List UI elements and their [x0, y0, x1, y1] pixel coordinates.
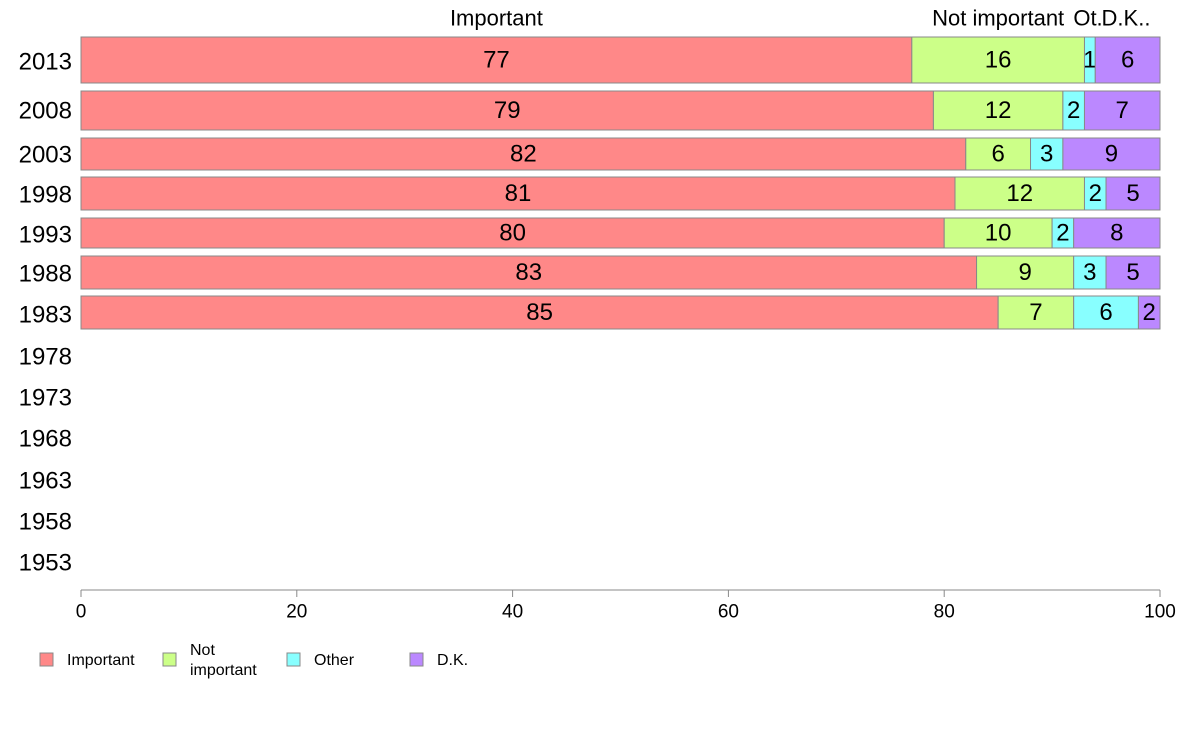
bar-segment	[80, 176, 956, 211]
legend-swatch	[286, 652, 301, 667]
data-label: 2	[1143, 299, 1156, 326]
data-label: 2	[1056, 220, 1069, 247]
bar-segment	[80, 36, 913, 84]
data-label: 9	[1018, 259, 1031, 286]
data-label: 12	[1006, 180, 1033, 207]
category-label: 1998	[19, 182, 72, 209]
column-header: Not important	[932, 6, 1064, 31]
bar-segment	[911, 36, 1085, 84]
bar-segment	[1105, 255, 1161, 290]
data-label: 5	[1126, 180, 1139, 207]
legend: Important Not important Other D.K.	[39, 642, 468, 679]
bar-segment	[80, 295, 999, 330]
x-tick-label: 80	[934, 602, 955, 623]
bar-segment	[976, 255, 1075, 290]
category-label: 1958	[19, 509, 72, 536]
data-label: 9	[1105, 141, 1118, 168]
x-tick-label: 60	[718, 602, 739, 623]
bars: 77 16 1 679 12 2 782 6 3 981 12 2 580 10 2 883 9 3 585 7 6 2	[80, 36, 1161, 330]
legend-label: Important	[67, 652, 135, 669]
column-header: Important	[450, 6, 543, 31]
column-headers: Important Not important Ot.D.K..	[450, 6, 1151, 31]
bar-segment	[954, 176, 1085, 211]
bar-segment	[1073, 255, 1107, 290]
category-label: 2003	[19, 142, 72, 169]
data-label: 10	[985, 220, 1012, 247]
bar-segment	[80, 217, 945, 249]
legend-label: Not important	[190, 642, 257, 679]
bar-segment	[943, 217, 1053, 249]
column-header: D.K..	[1102, 6, 1151, 31]
legend-label: Other	[314, 652, 355, 669]
category-labels: 2013 2008 2003 1998 1993 1988 1983 1978 1973 1968…	[19, 49, 72, 577]
legend-label: D.K.	[437, 652, 468, 669]
category-label: 1988	[19, 261, 72, 288]
data-label: 82	[510, 141, 537, 168]
category-label: 1978	[19, 344, 72, 371]
category-label: 1968	[19, 426, 72, 453]
data-label: 77	[483, 47, 510, 74]
data-label: 3	[1040, 141, 1053, 168]
data-label: 6	[1121, 47, 1134, 74]
data-label: 80	[499, 220, 526, 247]
category-label: 2013	[19, 49, 72, 76]
data-label: 6	[1099, 299, 1112, 326]
category-label: 1983	[19, 302, 72, 329]
bar-segment	[1105, 176, 1161, 211]
data-label: 83	[515, 259, 542, 286]
category-label: 1973	[19, 385, 72, 412]
legend-swatch	[39, 652, 54, 667]
data-label: 2	[1089, 180, 1102, 207]
data-label: 5	[1126, 259, 1139, 286]
legend-swatch	[162, 652, 177, 667]
bar-segment	[1083, 90, 1161, 131]
bar-segment	[80, 137, 967, 171]
bar-segment	[932, 90, 1064, 131]
bar-segment	[1137, 295, 1161, 330]
data-label: 1	[1083, 47, 1096, 74]
bar-segment	[1073, 217, 1161, 249]
data-label: 85	[526, 299, 553, 326]
bar-segment	[997, 295, 1075, 330]
x-tick-label: 40	[502, 602, 523, 623]
data-label: 2	[1067, 97, 1080, 124]
category-label: 1993	[19, 222, 72, 249]
bar-segment	[965, 137, 1032, 171]
data-label: 7	[1029, 299, 1042, 326]
data-label: 16	[985, 47, 1012, 74]
bar-segment	[1062, 137, 1161, 171]
category-label: 1953	[19, 550, 72, 577]
data-label: 8	[1110, 220, 1123, 247]
bar-segment	[1094, 36, 1161, 84]
category-label: 2008	[19, 98, 72, 125]
category-label: 1963	[19, 468, 72, 495]
data-label: 12	[985, 97, 1012, 124]
legend-swatch	[409, 652, 424, 667]
data-label: 7	[1116, 97, 1129, 124]
x-tick-label: 100	[1144, 602, 1176, 623]
data-label: 79	[494, 97, 521, 124]
column-header: Ot.	[1073, 6, 1102, 31]
data-label: 3	[1083, 259, 1096, 286]
x-axis: 0 20 40 60 80 100	[76, 589, 1176, 623]
data-label: 6	[991, 141, 1004, 168]
data-label: 81	[505, 180, 532, 207]
x-tick-label: 20	[286, 602, 307, 623]
x-tick-label: 0	[76, 602, 87, 623]
